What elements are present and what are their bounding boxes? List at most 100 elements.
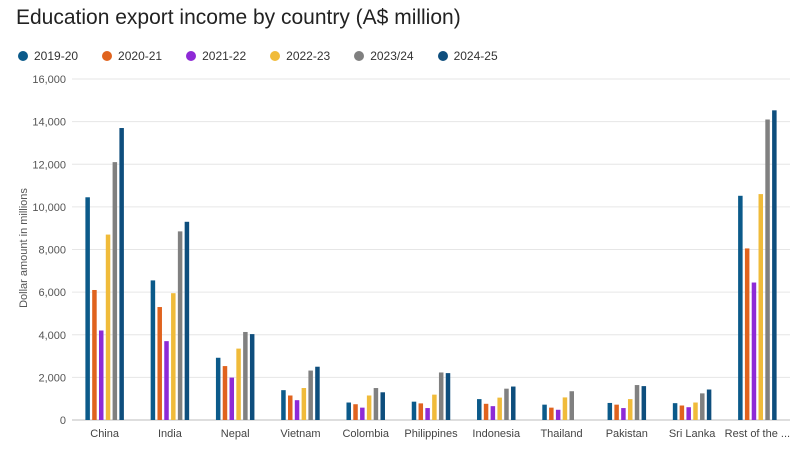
legend-item-1: 2020-21 <box>102 49 162 63</box>
x-tick-label: Thailand <box>540 428 582 440</box>
bar <box>119 128 124 420</box>
legend-label: 2023/24 <box>370 49 414 63</box>
bar <box>641 386 647 420</box>
legend-swatch <box>102 51 113 61</box>
bar-layer <box>85 110 777 421</box>
bar <box>249 334 255 420</box>
bar <box>686 407 691 420</box>
y-axis-title: Dollar amount in millions <box>18 188 30 308</box>
legend-item-4: 2023/24 <box>354 49 414 63</box>
bar <box>693 402 698 420</box>
legend-item-3: 2022-23 <box>270 49 330 63</box>
bar <box>772 110 777 420</box>
bar <box>483 403 489 420</box>
legend-swatch <box>18 51 28 61</box>
bar <box>751 282 757 420</box>
legend-item-2: 2021-22 <box>186 49 246 63</box>
legend-swatch <box>186 51 197 61</box>
bar <box>706 389 712 420</box>
axis-layer: 0 2,000 4,000 6,000 8,000 10,000 12,000 14,000 1… <box>32 74 66 427</box>
bar <box>177 231 183 420</box>
bar <box>308 370 313 420</box>
bar <box>490 406 496 420</box>
x-tick-label: Sri Lanka <box>669 428 716 440</box>
x-tick-label: China <box>90 428 120 440</box>
bar <box>418 403 424 420</box>
y-tick-label: 4,000 <box>38 330 66 342</box>
bar <box>243 331 248 420</box>
legend-label: 2019-20 <box>34 49 79 63</box>
bar <box>700 393 705 420</box>
bar <box>229 377 235 420</box>
x-tick-label: Pakistan <box>606 428 648 440</box>
bar <box>301 388 307 420</box>
x-tick-label: Nepal <box>221 428 250 440</box>
bar <box>346 402 351 420</box>
bar <box>627 399 633 420</box>
bar <box>315 366 320 420</box>
bar <box>511 386 516 420</box>
bar <box>373 388 379 420</box>
y-tick-label: 14,000 <box>32 117 66 129</box>
y-tick-label: 6,000 <box>38 287 66 299</box>
bar <box>380 392 385 420</box>
x-tick-label: India <box>158 428 183 440</box>
bar <box>215 357 221 420</box>
chart-title: Education export income by country (A$ m… <box>16 6 461 29</box>
x-tick-label: Vietnam <box>280 428 320 440</box>
y-tick-label: 0 <box>60 415 66 427</box>
y-tick-label: 8,000 <box>38 245 66 257</box>
bar <box>672 403 678 420</box>
bar <box>288 395 293 420</box>
bar <box>555 409 561 420</box>
bar <box>445 373 451 420</box>
bar <box>549 407 554 420</box>
legend-item-0: 2019-20 <box>18 49 78 63</box>
bar <box>150 280 156 420</box>
bar <box>562 397 568 420</box>
bar <box>425 408 430 420</box>
bar <box>634 385 640 420</box>
legend-swatch <box>437 51 448 61</box>
bar <box>744 248 750 420</box>
label-layer: China India Nepal Vietnam Colombia Philippine… <box>90 428 790 440</box>
bar <box>98 330 104 420</box>
x-tick-label: Rest of the ... <box>725 428 790 440</box>
y-tick-label: 16,000 <box>32 74 66 86</box>
bar <box>105 234 111 420</box>
legend-swatch <box>270 51 281 61</box>
bar <box>504 388 509 420</box>
bar <box>738 195 743 420</box>
bar <box>614 404 619 420</box>
bar <box>171 293 176 420</box>
bar <box>679 405 685 420</box>
x-tick-label: Colombia <box>342 428 389 440</box>
bar <box>366 395 372 420</box>
legend-label: 2021-22 <box>202 49 247 63</box>
legend-label: 2024-25 <box>453 49 498 63</box>
bar <box>236 348 241 420</box>
bar <box>758 194 764 420</box>
bar <box>360 407 365 420</box>
bar <box>438 372 444 420</box>
bar <box>112 162 118 420</box>
grid-layer <box>72 78 790 421</box>
legend-label: 2022-23 <box>286 49 331 63</box>
bar <box>85 197 90 420</box>
bar <box>184 221 190 420</box>
legend: 2019-20 2020-21 2021-22 2022-23 2023/24 2024-… <box>18 49 522 63</box>
x-tick-label: Philippines <box>404 428 458 440</box>
bar <box>92 289 97 420</box>
bar <box>607 402 613 420</box>
bar <box>157 307 162 420</box>
bar <box>353 404 358 420</box>
bar <box>542 404 547 420</box>
legend-label: 2020-21 <box>118 49 163 63</box>
bar <box>281 390 286 420</box>
legend-swatch <box>354 51 365 61</box>
bar <box>294 400 300 420</box>
y-tick-label: 2,000 <box>38 372 66 384</box>
bar <box>765 119 770 421</box>
bar <box>222 366 228 420</box>
